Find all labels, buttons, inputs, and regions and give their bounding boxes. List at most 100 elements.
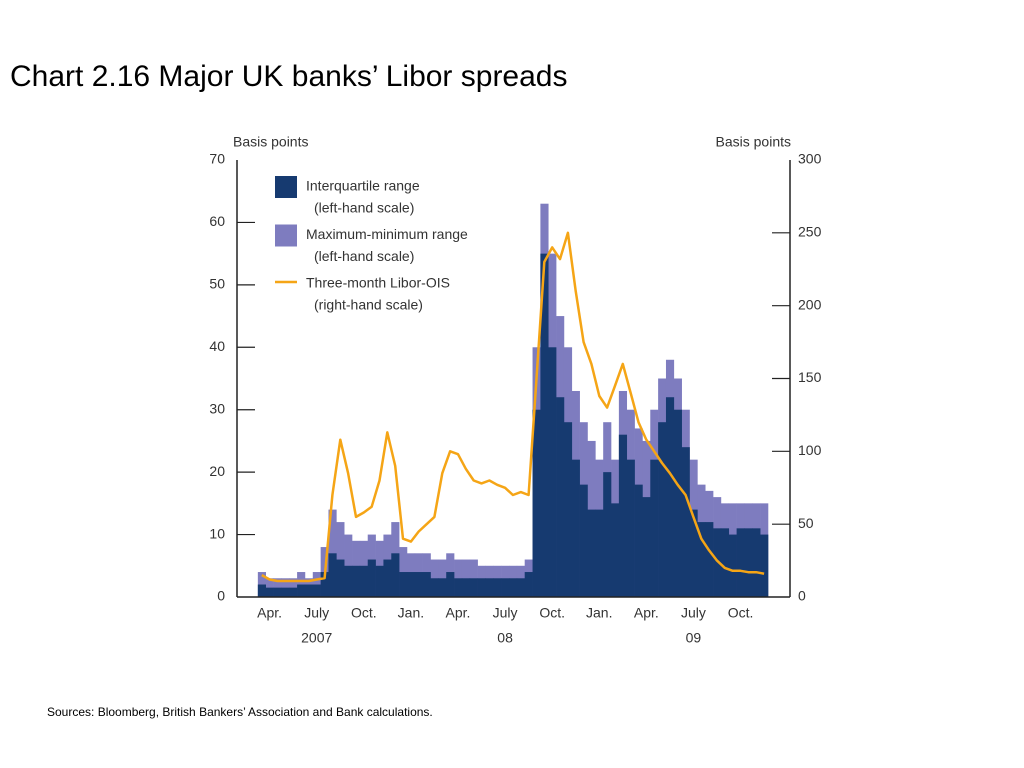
range-bar xyxy=(493,578,502,597)
x-year-label: 09 xyxy=(686,630,702,646)
range-bar xyxy=(273,587,282,597)
range-bar xyxy=(673,409,682,597)
y2-tick-label: 0 xyxy=(798,588,806,604)
range-bar xyxy=(744,528,753,597)
range-bar xyxy=(461,578,471,597)
x-tick-label: July xyxy=(681,605,706,621)
range-bar xyxy=(634,484,643,597)
range-bar xyxy=(571,459,580,597)
range-bar xyxy=(658,422,667,597)
range-bar xyxy=(469,578,478,597)
plot-area xyxy=(257,203,769,597)
range-bar xyxy=(312,584,321,597)
range-bar xyxy=(540,253,549,597)
range-bar xyxy=(320,572,329,597)
y2-tick-label: 300 xyxy=(798,151,822,167)
x-year-label: 2007 xyxy=(301,630,332,646)
range-bar xyxy=(257,584,266,597)
y2-axis-label: Basis points xyxy=(716,134,791,150)
range-bar xyxy=(563,422,573,597)
y2-tick-label: 250 xyxy=(798,224,822,240)
range-bar xyxy=(697,522,706,597)
range-bar xyxy=(728,534,737,597)
range-bar xyxy=(650,459,659,597)
range-bar xyxy=(414,572,423,597)
legend-swatch xyxy=(275,176,297,198)
range-bar xyxy=(454,578,463,597)
range-bar xyxy=(556,397,565,597)
legend-label: Maximum-minimum range xyxy=(306,226,468,242)
range-bar xyxy=(509,578,518,597)
series-line xyxy=(261,231,765,583)
range-bar xyxy=(304,584,314,597)
range-bar xyxy=(532,409,541,597)
range-bar xyxy=(344,565,353,597)
range-bar xyxy=(516,578,525,597)
range-bar xyxy=(760,534,769,597)
range-bar xyxy=(265,587,274,597)
x-tick-label: Apr. xyxy=(446,605,471,621)
y-tick-label: 60 xyxy=(209,213,225,229)
range-bar xyxy=(399,572,408,597)
range-bar xyxy=(595,509,604,597)
legend-label: Three-month Libor-OIS xyxy=(306,275,450,291)
y-axis-label: Basis points xyxy=(233,134,308,150)
range-bar xyxy=(626,459,635,597)
range-bar xyxy=(352,565,361,597)
y-tick-label: 40 xyxy=(209,338,225,354)
range-bar xyxy=(665,397,675,597)
range-bar xyxy=(579,484,588,597)
range-bar xyxy=(501,578,510,597)
range-bar xyxy=(611,503,620,597)
x-tick-label: Jan. xyxy=(398,605,424,621)
range-bar xyxy=(430,578,439,597)
range-bar xyxy=(383,559,392,597)
range-bar xyxy=(289,587,298,597)
range-bar xyxy=(297,584,306,597)
range-bar xyxy=(336,559,345,597)
range-bar xyxy=(328,553,337,597)
x-tick-label: Jan. xyxy=(586,605,612,621)
range-bar xyxy=(422,572,431,597)
x-tick-label: Oct. xyxy=(728,605,754,621)
legend-scale-label: (left-hand scale) xyxy=(314,248,414,264)
y-tick-label: 50 xyxy=(209,276,225,292)
x-tick-label: July xyxy=(493,605,518,621)
legend-label: Interquartile range xyxy=(306,178,420,194)
range-bar xyxy=(477,578,486,597)
x-tick-label: Oct. xyxy=(539,605,565,621)
range-bar xyxy=(524,572,533,597)
x-tick-label: Oct. xyxy=(351,605,377,621)
legend-scale-label: (left-hand scale) xyxy=(314,200,414,216)
x-year-label: 08 xyxy=(497,630,513,646)
y2-tick-label: 150 xyxy=(798,369,822,385)
range-bar xyxy=(713,528,722,597)
y2-tick-label: 100 xyxy=(798,442,822,458)
legend-scale-label: (right-hand scale) xyxy=(314,297,423,313)
range-bar xyxy=(642,497,651,597)
range-bar xyxy=(375,565,384,597)
range-bar xyxy=(681,447,690,597)
y-tick-label: 0 xyxy=(217,588,225,604)
range-bar xyxy=(281,587,290,597)
y-tick-label: 30 xyxy=(209,400,225,416)
x-tick-label: July xyxy=(304,605,329,621)
range-bar xyxy=(618,434,628,597)
range-bar xyxy=(548,347,557,597)
range-bar xyxy=(485,578,494,597)
y2-tick-label: 200 xyxy=(798,296,822,312)
chart-title: Chart 2.16 Major UK banks’ Libor spreads xyxy=(10,60,568,93)
range-bar xyxy=(446,572,455,597)
range-bar xyxy=(720,528,730,597)
range-bar xyxy=(391,553,400,597)
range-bar xyxy=(367,559,376,597)
range-bar xyxy=(359,565,369,597)
y-tick-label: 10 xyxy=(209,525,225,541)
range-bar xyxy=(438,578,447,597)
y-tick-label: 70 xyxy=(209,151,225,167)
range-bar xyxy=(752,528,761,597)
range-bar xyxy=(406,572,416,597)
range-bar xyxy=(705,522,714,597)
